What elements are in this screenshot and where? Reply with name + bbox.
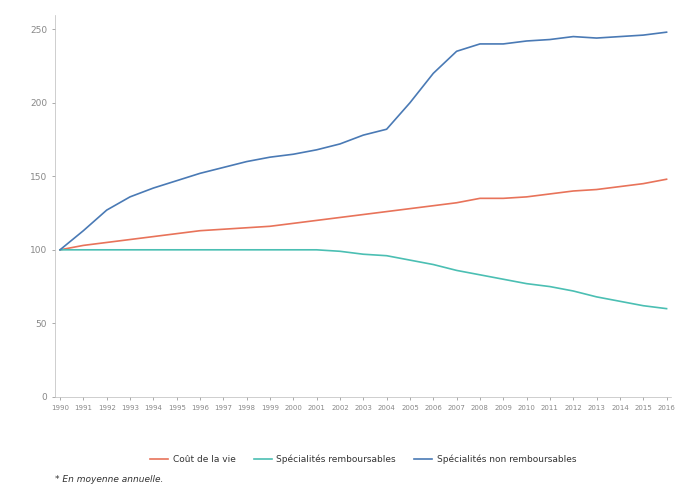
Spécialités remboursables bbox=[429, 262, 437, 268]
Spécialités remboursables bbox=[313, 247, 321, 253]
Coût de la vie bbox=[406, 206, 414, 212]
Spécialités remboursables bbox=[219, 247, 228, 253]
Spécialités non remboursables bbox=[79, 228, 87, 234]
Spécialités non remboursables bbox=[662, 29, 671, 35]
Legend: Coût de la vie, Spécialités remboursables, Spécialités non remboursables: Coût de la vie, Spécialités remboursable… bbox=[147, 451, 580, 468]
Spécialités remboursables bbox=[289, 247, 298, 253]
Spécialités remboursables bbox=[266, 247, 274, 253]
Spécialités remboursables bbox=[453, 268, 461, 273]
Spécialités non remboursables bbox=[476, 41, 484, 47]
Coût de la vie bbox=[592, 187, 601, 193]
Coût de la vie bbox=[476, 196, 484, 201]
Spécialités remboursables bbox=[196, 247, 204, 253]
Spécialités remboursables bbox=[476, 272, 484, 278]
Spécialités non remboursables bbox=[56, 247, 64, 253]
Spécialités non remboursables bbox=[522, 38, 531, 44]
Spécialités remboursables bbox=[102, 247, 111, 253]
Spécialités remboursables bbox=[616, 298, 624, 304]
Coût de la vie bbox=[383, 209, 391, 214]
Coût de la vie bbox=[639, 181, 648, 186]
Coût de la vie bbox=[266, 224, 274, 229]
Spécialités non remboursables bbox=[289, 151, 298, 157]
Spécialités non remboursables bbox=[196, 170, 204, 176]
Coût de la vie bbox=[453, 200, 461, 206]
Coût de la vie bbox=[359, 212, 367, 217]
Coût de la vie bbox=[126, 237, 134, 242]
Coût de la vie bbox=[522, 194, 531, 200]
Coût de la vie bbox=[56, 247, 64, 253]
Spécialités remboursables bbox=[149, 247, 158, 253]
Coût de la vie bbox=[289, 220, 298, 226]
Spécialités remboursables bbox=[406, 257, 414, 263]
Spécialités remboursables bbox=[359, 251, 367, 257]
Coût de la vie bbox=[219, 227, 228, 232]
Spécialités remboursables bbox=[662, 306, 671, 312]
Spécialités remboursables bbox=[522, 281, 531, 287]
Spécialités non remboursables bbox=[406, 100, 414, 106]
Coût de la vie bbox=[499, 196, 507, 201]
Spécialités non remboursables bbox=[102, 207, 111, 213]
Spécialités non remboursables bbox=[242, 159, 251, 165]
Spécialités remboursables bbox=[383, 253, 391, 258]
Spécialités non remboursables bbox=[592, 35, 601, 41]
Line: Spécialités remboursables: Spécialités remboursables bbox=[60, 250, 666, 309]
Line: Spécialités non remboursables: Spécialités non remboursables bbox=[60, 32, 666, 250]
Spécialités non remboursables bbox=[546, 37, 554, 43]
Spécialités non remboursables bbox=[499, 41, 507, 47]
Coût de la vie bbox=[102, 240, 111, 245]
Spécialités remboursables bbox=[126, 247, 134, 253]
Spécialités remboursables bbox=[592, 294, 601, 300]
Spécialités non remboursables bbox=[266, 154, 274, 160]
Spécialités non remboursables bbox=[429, 71, 437, 76]
Coût de la vie bbox=[569, 188, 577, 194]
Coût de la vie bbox=[662, 176, 671, 182]
Text: * En moyenne annuelle.: * En moyenne annuelle. bbox=[55, 475, 164, 484]
Spécialités non remboursables bbox=[639, 32, 648, 38]
Coût de la vie bbox=[172, 231, 181, 237]
Coût de la vie bbox=[336, 214, 344, 220]
Spécialités remboursables bbox=[242, 247, 251, 253]
Coût de la vie bbox=[242, 225, 251, 231]
Spécialités non remboursables bbox=[453, 48, 461, 54]
Coût de la vie bbox=[616, 183, 624, 189]
Coût de la vie bbox=[313, 217, 321, 223]
Spécialités remboursables bbox=[546, 284, 554, 289]
Spécialités non remboursables bbox=[383, 126, 391, 132]
Spécialités remboursables bbox=[56, 247, 64, 253]
Spécialités non remboursables bbox=[126, 194, 134, 200]
Spécialités non remboursables bbox=[359, 132, 367, 138]
Spécialités remboursables bbox=[336, 248, 344, 254]
Spécialités non remboursables bbox=[219, 165, 228, 170]
Spécialités remboursables bbox=[499, 276, 507, 282]
Coût de la vie bbox=[546, 191, 554, 197]
Spécialités remboursables bbox=[569, 288, 577, 294]
Spécialités non remboursables bbox=[313, 147, 321, 153]
Coût de la vie bbox=[196, 228, 204, 234]
Spécialités non remboursables bbox=[172, 178, 181, 183]
Coût de la vie bbox=[79, 242, 87, 248]
Spécialités non remboursables bbox=[616, 34, 624, 40]
Spécialités remboursables bbox=[639, 303, 648, 309]
Spécialités remboursables bbox=[79, 247, 87, 253]
Coût de la vie bbox=[429, 203, 437, 209]
Coût de la vie bbox=[149, 234, 158, 240]
Spécialités remboursables bbox=[172, 247, 181, 253]
Spécialités non remboursables bbox=[569, 34, 577, 40]
Spécialités non remboursables bbox=[336, 141, 344, 147]
Line: Coût de la vie: Coût de la vie bbox=[60, 179, 666, 250]
Spécialités non remboursables bbox=[149, 185, 158, 191]
